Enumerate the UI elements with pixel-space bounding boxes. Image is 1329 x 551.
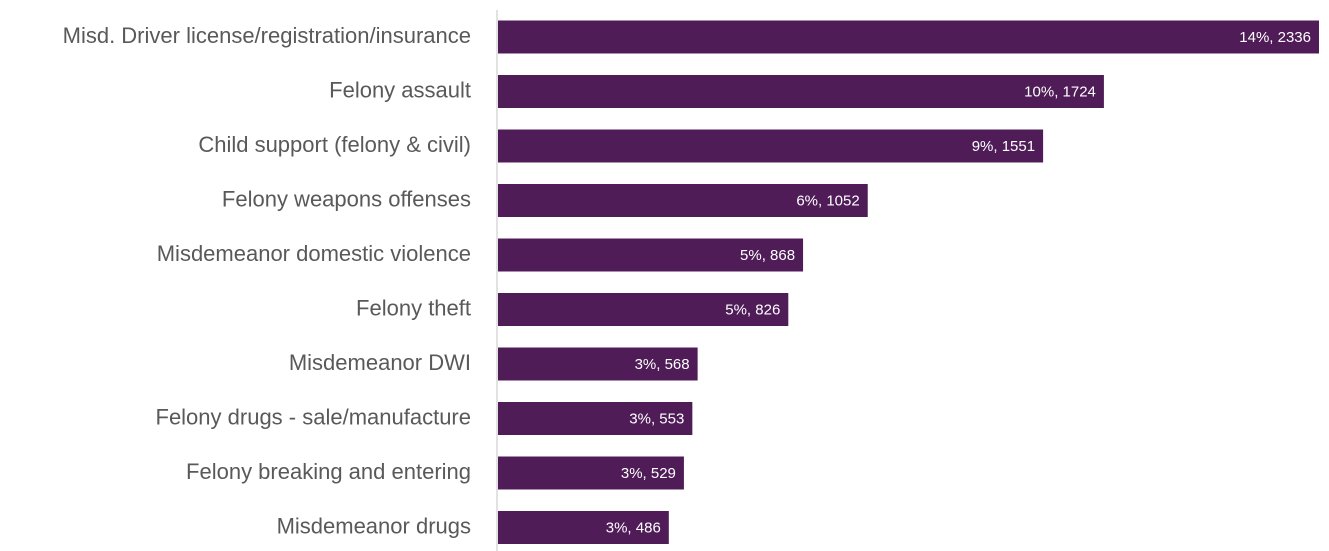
bar-6 <box>498 347 698 381</box>
bar-5 <box>498 293 789 326</box>
data-label-6: 3%, 568 <box>635 356 690 373</box>
category-label-4: Misdemeanor domestic violence <box>157 241 471 266</box>
data-label-4: 5%, 868 <box>740 247 795 264</box>
bar-3 <box>498 184 868 217</box>
data-label-8: 3%, 529 <box>621 465 676 482</box>
data-label-5: 5%, 826 <box>725 301 780 318</box>
data-label-0: 14%, 2336 <box>1239 29 1311 46</box>
data-label-9: 3%, 486 <box>606 519 661 536</box>
bar-9 <box>498 511 669 544</box>
bars-group <box>498 20 1319 544</box>
bar-2 <box>498 129 1044 163</box>
category-label-5: Felony theft <box>356 295 471 320</box>
bar-1 <box>498 75 1104 108</box>
category-label-9: Misdemeanor drugs <box>277 513 471 538</box>
category-label-7: Felony drugs - sale/manufacture <box>156 404 472 429</box>
category-label-1: Felony assault <box>329 77 471 102</box>
data-label-1: 10%, 1724 <box>1024 83 1096 100</box>
category-label-2: Child support (felony & civil) <box>198 132 471 157</box>
category-label-0: Misd. Driver license/registration/insura… <box>63 23 471 48</box>
data-label-7: 3%, 553 <box>629 410 684 427</box>
bar-4 <box>498 238 804 272</box>
category-label-3: Felony weapons offenses <box>222 186 471 211</box>
category-label-8: Felony breaking and entering <box>186 459 471 484</box>
category-label-6: Misdemeanor DWI <box>289 350 471 375</box>
category-labels-group: Misd. Driver license/registration/insura… <box>63 23 471 539</box>
bar-7 <box>498 402 693 435</box>
bar-8 <box>498 456 684 490</box>
data-label-3: 6%, 1052 <box>796 192 859 209</box>
data-labels-group: 14%, 2336 10%, 1724 9%, 1551 6%, 1052 5%, 86… <box>606 29 1311 537</box>
data-label-2: 9%, 1551 <box>972 138 1035 155</box>
bar-0 <box>498 20 1319 54</box>
